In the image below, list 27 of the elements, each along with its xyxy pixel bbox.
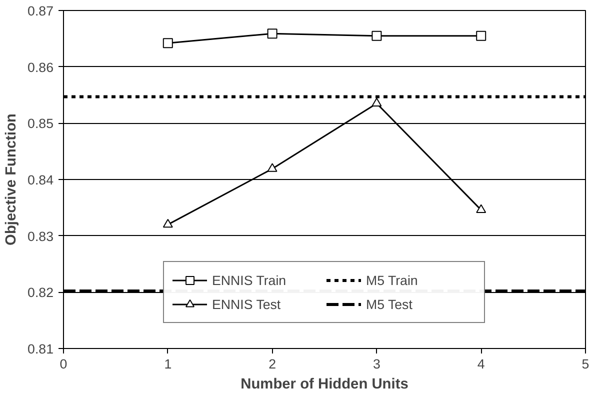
- x-tick-label: 1: [164, 356, 172, 372]
- point: [476, 204, 486, 214]
- point: [476, 30, 486, 41]
- y-tick-label: 0.86: [28, 60, 54, 75]
- point: [162, 38, 173, 48]
- point: [372, 30, 382, 41]
- x-tick-label: 0: [60, 356, 68, 372]
- legend-label: ENNIS Train: [212, 272, 288, 288]
- legend-label: ENNIS Test: [212, 296, 282, 312]
- y-tick-label: 0.84: [28, 172, 54, 188]
- point: [162, 218, 173, 228]
- point: [267, 163, 278, 172]
- point: [267, 28, 278, 39]
- legend-label: M5 Test: [366, 296, 414, 312]
- y-tick-label: 0.82: [28, 285, 54, 300]
- x-axis-title: Number of Hidden Units: [240, 376, 408, 392]
- x-tick-label: 3: [372, 356, 380, 372]
- y-tick-label: 0.81: [28, 342, 54, 356]
- y-axis-title: Objective Function: [4, 113, 20, 246]
- y-tick-label: 0.83: [28, 228, 54, 244]
- y-tick-label: 0.87: [28, 4, 54, 18]
- x-tick-label: 5: [582, 356, 590, 372]
- x-tick-label: 4: [477, 356, 486, 372]
- point: [372, 98, 382, 107]
- legend-label: M5 Train: [366, 272, 419, 288]
- y-tick-label: 0.85: [28, 116, 54, 132]
- x-tick-label: 2: [268, 356, 276, 372]
